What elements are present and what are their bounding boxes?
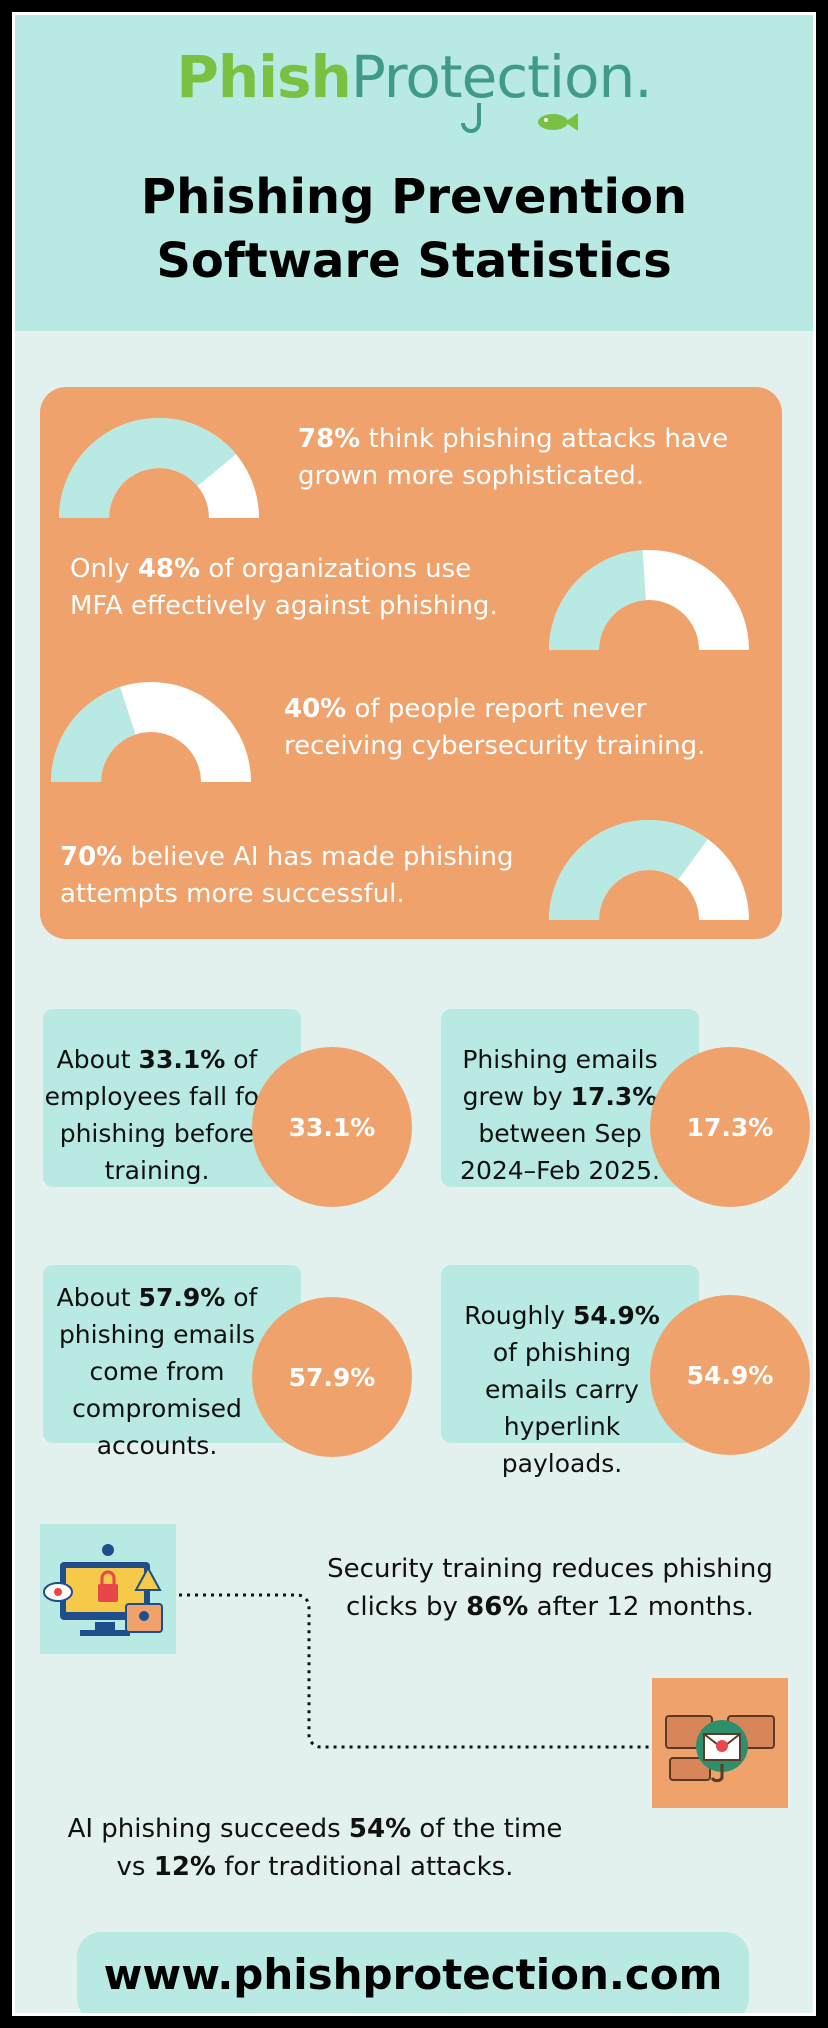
gauge-stat-4 <box>549 820 749 920</box>
stat-bubble-3: 57.9% <box>252 1297 412 1457</box>
hook-icon <box>461 103 481 133</box>
stat-2-pct: 48% <box>137 554 201 584</box>
flow-stat-2: AI phishing succeeds 54% of the time vs … <box>65 1810 565 1886</box>
flow-2-pre: AI phishing succeeds <box>67 1814 349 1844</box>
stat-card-4-text: Roughly 54.9% of phishing emails carry h… <box>451 1297 673 1482</box>
flow-2-bold2: 12% <box>153 1852 216 1882</box>
gauge-fill-1 <box>59 418 237 518</box>
gauge-stat-1 <box>59 418 259 518</box>
stat-1-text: think phishing attacks have grown more s… <box>298 424 729 491</box>
flow-2-post: for traditional attacks. <box>215 1852 514 1882</box>
stat-2: Only 48% of organizations use MFA effect… <box>70 551 510 625</box>
flow-2-mid: of the time vs <box>116 1814 563 1882</box>
stat-bubble-1: 33.1% <box>252 1047 412 1207</box>
card-4-post: of phishing emails carry hyperlink paylo… <box>485 1338 639 1478</box>
card-3-bold: 57.9% <box>138 1283 226 1312</box>
stat-card-2-text: Phishing emails grew by 17.3% between Se… <box>451 1041 669 1189</box>
gauge-stat-3 <box>51 682 251 782</box>
stats-panel: 78% think phishing attacks have grown mo… <box>40 387 782 939</box>
title-line-1: Phishing Prevention <box>140 169 688 225</box>
stat-card-1-text: About 33.1% of employees fall for phishi… <box>43 1041 271 1189</box>
stat-2-text: of organizations use MFA effectively aga… <box>70 554 498 621</box>
flow-1-pre: Security training reduces phishing click… <box>327 1554 773 1622</box>
card-2-post: between Sep 2024–Feb 2025. <box>460 1119 660 1185</box>
flow-stat-1: Security training reduces phishing click… <box>315 1550 785 1626</box>
stat-4-text: believe AI has made phishing attempts mo… <box>60 842 514 909</box>
card-2-bold: 17.3% <box>570 1082 658 1111</box>
website-url[interactable]: www.phishprotection.com <box>77 1932 749 2013</box>
flow-1-post: after 12 months. <box>528 1592 754 1622</box>
fish-icon <box>538 113 578 131</box>
stat-3-pct: 40% <box>284 694 347 724</box>
card-3-pre: About <box>56 1283 139 1312</box>
dotted-connector <box>179 1593 667 1749</box>
security-monitor-icon <box>40 1524 176 1654</box>
stat-3-text: of people report never receiving cyberse… <box>284 694 706 761</box>
brand-part1: Phish <box>176 43 351 111</box>
card-2-pre: Phishing emails grew by <box>462 1045 658 1111</box>
card-3-post: of phishing emails come from compromised… <box>58 1283 258 1460</box>
stat-card-3-text: About 57.9% of phishing emails come from… <box>43 1279 271 1464</box>
card-1-pre: About <box>56 1045 139 1074</box>
gauge-stat-2 <box>549 550 749 650</box>
stat-4-pct: 70% <box>60 842 123 872</box>
stat-1-pct: 78% <box>298 424 361 454</box>
card-1-post: of employees fall for phishing before tr… <box>44 1045 270 1185</box>
stat-2-prefix: Only <box>70 554 138 584</box>
card-4-bold: 54.9% <box>573 1301 660 1330</box>
flow-2-bold: 54% <box>348 1814 412 1844</box>
title-line-2: Software Statistics <box>156 233 672 289</box>
gauge-fill-3 <box>51 686 136 782</box>
stat-bubble-4: 54.9% <box>650 1295 810 1455</box>
infographic-page: PhishProtection. Phishing Prevention Sof… <box>12 12 816 2016</box>
gauge-fill-4 <box>549 820 708 920</box>
card-4-pre: Roughly <box>464 1301 574 1330</box>
stat-bubble-2: 17.3% <box>650 1047 810 1207</box>
stat-4: 70% believe AI has made phishing attempt… <box>60 839 520 913</box>
stat-3: 40% of people report never receiving cyb… <box>284 691 764 765</box>
phishing-mail-icon <box>652 1678 788 1808</box>
card-1-bold: 33.1% <box>138 1045 226 1074</box>
brand-logo: PhishProtection. <box>15 43 813 133</box>
header: PhishProtection. Phishing Prevention Sof… <box>15 15 813 331</box>
gauge-fill-2 <box>549 550 646 650</box>
page-title: Phishing Prevention Software Statistics <box>15 165 813 293</box>
brand-part2: Protection. <box>350 43 653 111</box>
flow-1-bold: 86% <box>466 1592 529 1622</box>
stat-1: 78% think phishing attacks have grown mo… <box>298 421 758 495</box>
